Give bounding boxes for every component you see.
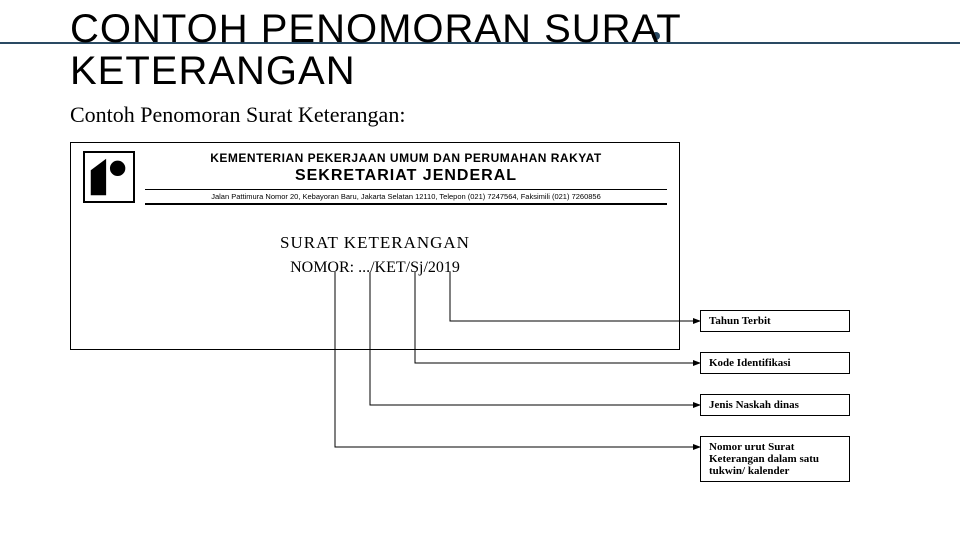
label-jenis-naskah: Jenis Naskah dinas	[700, 394, 850, 416]
subtitle: Contoh Penomoran Surat Keterangan:	[70, 102, 405, 128]
slide-title: CONTOH PENOMORAN SURAT KETERANGAN	[70, 8, 682, 92]
letterhead-text: KEMENTERIAN PEKERJAAN UMUM DAN PERUMAHAN…	[145, 151, 667, 205]
title-line2: KETERANGAN	[70, 49, 356, 93]
label-kode-identifikasi: Kode Identifikasi	[700, 352, 850, 374]
slide: CONTOH PENOMORAN SURAT KETERANGAN Contoh…	[0, 0, 960, 540]
letterhead-box: KEMENTERIAN PEKERJAAN UMUM DAN PERUMAHAN…	[70, 142, 680, 350]
document-kind: SURAT KETERANGAN	[83, 233, 667, 253]
nomor-value: .../KET/Sj/2019	[358, 259, 460, 276]
secretariat-name: SEKRETARIAT JENDERAL	[145, 167, 667, 185]
letterhead-header: KEMENTERIAN PEKERJAAN UMUM DAN PERUMAHAN…	[83, 151, 667, 205]
address-rule: Jalan Pattimura Nomor 20, Kebayoran Baru…	[145, 189, 667, 205]
title-line1: CONTOH PENOMORAN SURAT	[70, 7, 682, 51]
ministry-logo	[83, 151, 135, 203]
document-number: NOMOR: .../KET/Sj/2019	[83, 259, 667, 277]
ministry-name: KEMENTERIAN PEKERJAAN UMUM DAN PERUMAHAN…	[145, 151, 667, 165]
label-nomor-urut: Nomor urut Surat Keterangan dalam satu t…	[700, 436, 850, 482]
address: Jalan Pattimura Nomor 20, Kebayoran Baru…	[145, 192, 667, 201]
nomor-label: NOMOR:	[290, 259, 354, 276]
label-tahun-terbit: Tahun Terbit	[700, 310, 850, 332]
